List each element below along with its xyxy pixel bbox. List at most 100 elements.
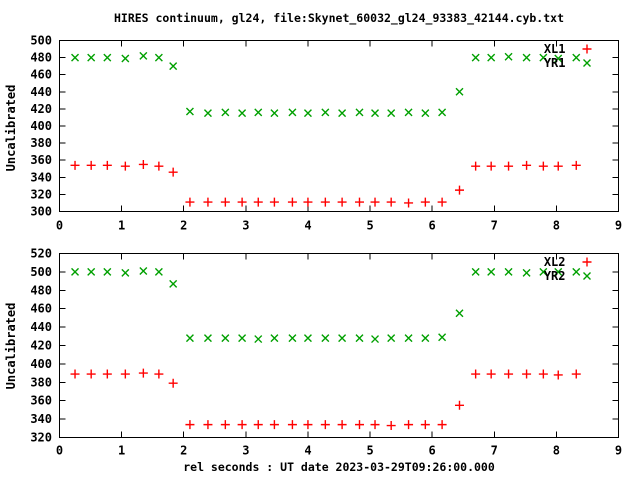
plus-marker (320, 420, 330, 430)
plus-marker (386, 421, 396, 431)
plus-marker (185, 420, 195, 430)
cross-marker (504, 267, 513, 276)
series-YR2 (71, 266, 581, 344)
plus-marker (471, 161, 481, 171)
plus-marker (269, 420, 279, 430)
x-tick-label: 6 (429, 444, 436, 458)
plus-marker (571, 160, 581, 170)
plus-marker (168, 167, 178, 177)
plus-marker (471, 369, 481, 379)
panel-top: 0 1 2 3 4 5 6 7 8 9 300 320 340 360 380 400 420 440 460 480… (30, 34, 622, 233)
cross-marker (539, 267, 548, 276)
cross-marker (321, 108, 330, 117)
plus-marker (320, 197, 330, 207)
y-tick-label: 420 (30, 102, 52, 116)
cross-marker (303, 109, 312, 118)
cross-marker (270, 334, 279, 343)
plus-marker (504, 369, 514, 379)
plus-marker (454, 185, 464, 195)
cross-marker (455, 87, 464, 96)
cross-marker (455, 309, 464, 318)
x-tick-label: 9 (615, 444, 622, 458)
cross-marker (387, 334, 396, 343)
cross-marker (303, 334, 312, 343)
cross-marker (522, 53, 531, 62)
plus-marker (303, 420, 313, 430)
cross-marker (288, 334, 297, 343)
cross-marker (338, 334, 347, 343)
y-tick-label: 420 (30, 339, 52, 353)
plus-marker (370, 420, 380, 430)
series-XL1 (70, 159, 581, 208)
plus-marker (154, 369, 164, 379)
plus-marker (237, 420, 247, 430)
plus-marker (404, 420, 414, 430)
plus-marker (253, 197, 263, 207)
cross-marker (221, 334, 230, 343)
y-tick-label: 460 (30, 68, 52, 82)
cross-marker (121, 268, 130, 277)
plus-marker (437, 420, 447, 430)
cross-marker (87, 53, 96, 62)
legend-label-XL1: XL1 (544, 42, 566, 56)
plus-marker (86, 160, 96, 170)
cross-marker (371, 335, 380, 344)
plus-marker (337, 420, 347, 430)
plus-marker (237, 197, 247, 207)
cross-marker (254, 108, 263, 117)
plus-marker (120, 369, 130, 379)
plot-border (59, 253, 619, 438)
cross-marker (355, 334, 364, 343)
cross-marker (539, 53, 548, 62)
chart-panels: 0 1 2 3 4 5 6 7 8 9300320340360380400420440460480… (30, 34, 622, 458)
plus-marker (154, 161, 164, 171)
y-tick-label: 340 (30, 412, 52, 426)
plus-marker (582, 44, 592, 54)
cross-marker (169, 279, 178, 288)
plus-marker (486, 369, 496, 379)
cross-marker (421, 109, 430, 118)
series-XL2 (70, 368, 581, 431)
cross-marker (185, 107, 194, 116)
cross-marker (572, 267, 581, 276)
cross-marker (371, 109, 380, 118)
y-tick-label: 400 (30, 119, 52, 133)
cross-marker (583, 272, 591, 280)
cross-marker (71, 53, 80, 62)
cross-marker (387, 109, 396, 118)
plus-marker (582, 257, 592, 267)
legend-label-YR1: YR1 (544, 56, 566, 70)
cross-marker (254, 335, 263, 344)
cross-marker (471, 53, 480, 62)
x-tick-label: 4 (304, 219, 311, 233)
cross-marker (121, 54, 130, 63)
plus-marker (504, 161, 514, 171)
y-axis-label-bottom-panel: Uncalibrated (4, 303, 18, 390)
x-tick-label: 5 (366, 219, 373, 233)
x-tick-label: 2 (180, 444, 187, 458)
plus-marker (337, 197, 347, 207)
x-tick-label: 7 (491, 219, 498, 233)
x-tick-label: 9 (615, 219, 622, 233)
cross-marker (504, 52, 513, 61)
plus-marker (102, 369, 112, 379)
cross-marker (154, 267, 163, 276)
plus-marker (538, 369, 548, 379)
x-tick-label: 8 (553, 444, 560, 458)
plus-marker (203, 420, 213, 430)
y-axis-label-top-panel: Uncalibrated (4, 85, 18, 172)
plus-marker (287, 197, 297, 207)
x-tick-label: 0 (56, 444, 63, 458)
y-tick-label: 320 (30, 187, 52, 201)
plus-marker (486, 161, 496, 171)
plus-marker (70, 160, 80, 170)
plus-marker (168, 378, 178, 388)
series-YR1 (71, 51, 581, 118)
cross-marker (438, 333, 447, 342)
y-tick-label: 360 (30, 153, 52, 167)
cross-marker (238, 334, 247, 343)
y-tick-label: 440 (30, 320, 52, 334)
y-tick-label: 340 (30, 170, 52, 184)
cross-marker (169, 62, 178, 71)
